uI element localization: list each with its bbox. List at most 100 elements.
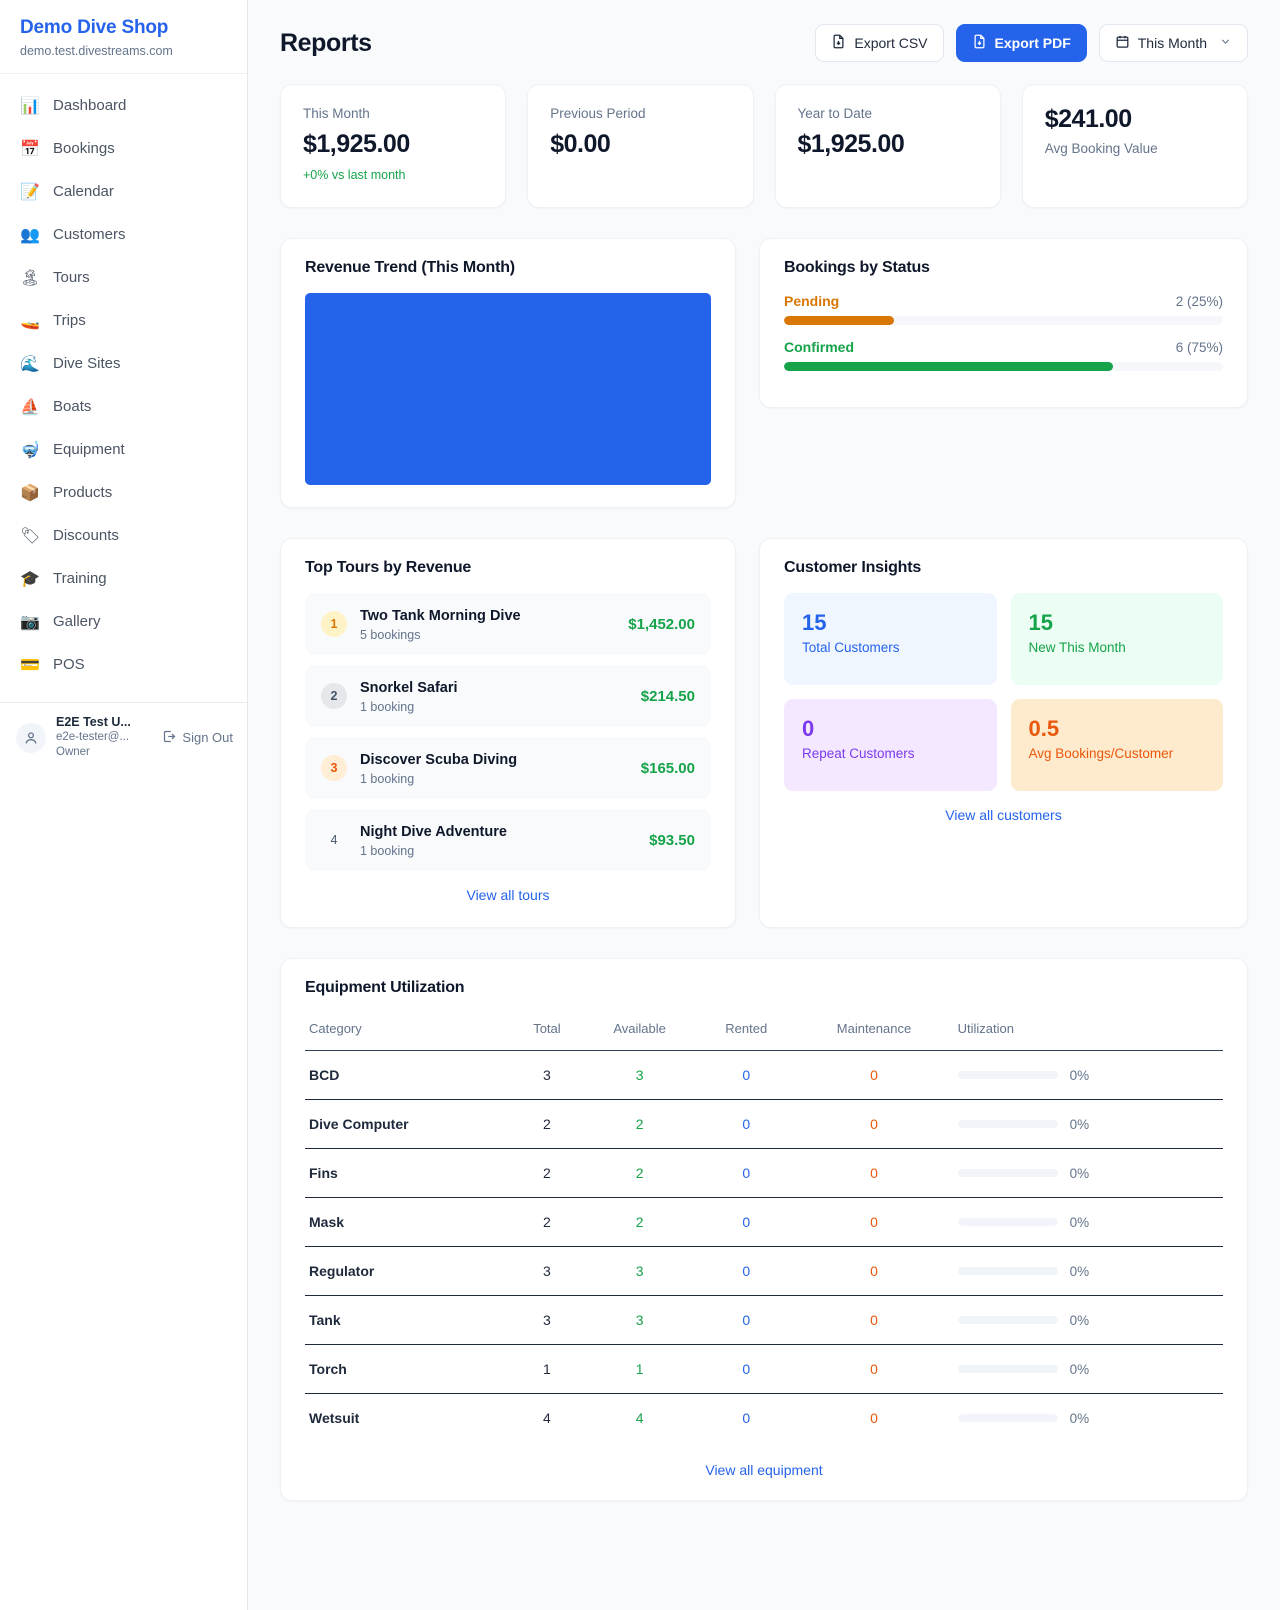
sidebar-item-pos[interactable]: 💳 POS — [0, 643, 247, 686]
credit-card-icon: 💳 — [20, 654, 40, 674]
export-pdf-label: Export PDF — [994, 35, 1071, 51]
equipment-maintenance: 0 — [794, 1099, 954, 1149]
sidebar-item-bookings[interactable]: 📅 Bookings — [0, 127, 247, 170]
insight-value: 15 — [1028, 610, 1053, 635]
speedboat-icon: 🚤 — [20, 310, 40, 330]
insight-value: 0 — [802, 716, 815, 741]
tour-name: Snorkel Safari — [360, 679, 458, 696]
utilization-percent: 0% — [1069, 1361, 1090, 1377]
tour-amount: $165.00 — [640, 759, 695, 777]
table-row: Fins 2 2 0 0 0% — [305, 1148, 1223, 1198]
equipment-maintenance: 0 — [794, 1295, 954, 1345]
customer-insights-panel: Customer Insights 15 Total Customers 15 New… — [759, 538, 1248, 928]
utilization-progress-track — [957, 1365, 1058, 1373]
utilization-percent: 0% — [1069, 1312, 1090, 1328]
sidebar-item-dive-sites[interactable]: 🌊 Dive Sites — [0, 342, 247, 385]
table-row: Dive Computer 2 2 0 0 0% — [305, 1099, 1223, 1149]
sign-out-label: Sign Out — [182, 730, 233, 745]
equipment-rented: 0 — [698, 1344, 795, 1394]
tour-bookings: 5 bookings — [360, 627, 421, 642]
kpi-value: $1,925.00 — [797, 130, 905, 158]
equipment-maintenance: 0 — [794, 1050, 954, 1100]
period-label: This Month — [1137, 35, 1207, 51]
sidebar-item-customers[interactable]: 👥 Customers — [0, 213, 247, 256]
sign-out-button[interactable]: Sign Out — [162, 729, 233, 747]
equipment-available: 3 — [581, 1295, 699, 1345]
equipment-category: Mask — [305, 1197, 513, 1247]
sidebar-item-products[interactable]: 📦 Products — [0, 471, 247, 514]
utilization-progress-track — [957, 1169, 1058, 1177]
status-row: Pending 2 (25%) — [784, 293, 1223, 325]
user-meta: E2E Test U... e2e-tester@... Owner — [56, 715, 152, 760]
kpi-cards: This Month $1,925.00 +0% vs last month Prev… — [280, 84, 1248, 208]
sidebar-item-dashboard[interactable]: 📊 Dashboard — [0, 84, 247, 127]
insight-label: Avg Bookings/Customer — [1028, 746, 1174, 761]
equipment-utilization-cell: 0% — [953, 1295, 1223, 1345]
sidebar-item-label: POS — [53, 656, 85, 673]
sidebar-item-trips[interactable]: 🚤 Trips — [0, 299, 247, 342]
sidebar-item-calendar[interactable]: 📝 Calendar — [0, 170, 247, 213]
tour-bookings: 1 booking — [360, 843, 415, 858]
utilization-progress-track — [957, 1218, 1058, 1226]
equipment-category: Fins — [305, 1148, 513, 1198]
calendar-icon: 📝 — [20, 181, 40, 201]
table-row: Mask 2 2 0 0 0% — [305, 1197, 1223, 1247]
period-selector[interactable]: This Month — [1098, 24, 1248, 62]
table-row: BCD 3 3 0 0 0% — [305, 1050, 1223, 1100]
status-progress-fill — [784, 316, 894, 325]
utilization-progress-track — [957, 1414, 1058, 1422]
tour-row[interactable]: 1 Two Tank Morning Dive 5 bookings $1,452.0… — [305, 593, 711, 655]
sidebar-item-label: Products — [53, 484, 113, 501]
sign-out-icon — [162, 729, 177, 747]
equipment-utilization-cell: 0% — [953, 1099, 1223, 1149]
sidebar-item-label: Bookings — [53, 140, 115, 157]
header-actions: Export CSV Export PDF — [815, 24, 1248, 62]
user-profile[interactable]: E2E Test U... e2e-tester@... Owner Sign … — [0, 702, 247, 772]
sidebar-item-discounts[interactable]: 🏷 Discounts — [0, 514, 247, 557]
table-row: Tank 3 3 0 0 0% — [305, 1295, 1223, 1345]
equipment-total: 2 — [512, 1197, 582, 1247]
top-tours-footer: View all tours — [305, 887, 711, 905]
sidebar-item-boats[interactable]: ⛵ Boats — [0, 385, 247, 428]
equipment-total: 2 — [512, 1148, 582, 1198]
sidebar-item-tours[interactable]: 🏝 Tours — [0, 256, 247, 299]
insight-label: New This Month — [1028, 640, 1126, 655]
export-pdf-button[interactable]: Export PDF — [955, 24, 1087, 62]
utilization-percent: 0% — [1069, 1263, 1090, 1279]
export-csv-button[interactable]: Export CSV — [815, 24, 944, 62]
table-row: Torch 1 1 0 0 0% — [305, 1344, 1223, 1394]
brand-title: Demo Dive Shop — [20, 17, 169, 38]
sidebar-item-label: Training — [53, 570, 107, 587]
page-header: Reports Export CSV — [280, 24, 1248, 62]
view-all-tours-link[interactable]: View all tours — [466, 887, 550, 903]
tour-name: Two Tank Morning Dive — [360, 607, 521, 624]
kpi-value: $0.00 — [550, 130, 611, 158]
brand-domain: demo.test.divestreams.com — [20, 44, 173, 58]
equipment-table-body: BCD 3 3 0 0 0% Dive Computer 2 2 0 0 0% Fins 2 2 0 0 0% Ma… — [305, 1050, 1223, 1442]
status-name: Confirmed — [784, 339, 854, 355]
sidebar-nav: 📊 Dashboard 📅 Bookings 📝 Calendar 👥 Customers 🏝 T… — [0, 74, 247, 694]
equipment-category: BCD — [305, 1050, 513, 1100]
equipment-table: Category Total Available Rented Maintenance U… — [305, 1013, 1223, 1442]
tour-row[interactable]: 4 Night Dive Adventure 1 booking $93.50 — [305, 809, 711, 871]
tour-row[interactable]: 2 Snorkel Safari 1 booking $214.50 — [305, 665, 711, 727]
sidebar-item-training[interactable]: 🎓 Training — [0, 557, 247, 600]
view-all-customers-link[interactable]: View all customers — [945, 807, 1062, 823]
equipment-maintenance: 0 — [794, 1344, 954, 1394]
brand-block: Demo Dive Shop demo.test.divestreams.com — [0, 0, 247, 74]
calendar-icon — [1115, 34, 1130, 52]
column-header: Rented — [725, 1021, 768, 1036]
view-all-equipment-link[interactable]: View all equipment — [705, 1462, 823, 1478]
equipment-utilization-cell: 0% — [953, 1344, 1223, 1394]
sidebar-item-gallery[interactable]: 📷 Gallery — [0, 600, 247, 643]
top-tours-list: 1 Two Tank Morning Dive 5 bookings $1,452.0… — [305, 593, 711, 871]
row-tours-insights: Top Tours by Revenue 1 Two Tank Morning D… — [280, 538, 1248, 928]
tour-row[interactable]: 3 Discover Scuba Diving 1 booking $165.00 — [305, 737, 711, 799]
table-header-row: Category Total Available Rented Maintenance U… — [305, 1013, 1223, 1051]
equipment-footer: View all equipment — [305, 1462, 1223, 1480]
status-progress-track — [784, 316, 1223, 325]
equipment-total: 3 — [512, 1246, 582, 1296]
utilization-progress-track — [957, 1267, 1058, 1275]
sidebar-item-label: Calendar — [53, 183, 114, 200]
sidebar-item-equipment[interactable]: 🤿 Equipment — [0, 428, 247, 471]
